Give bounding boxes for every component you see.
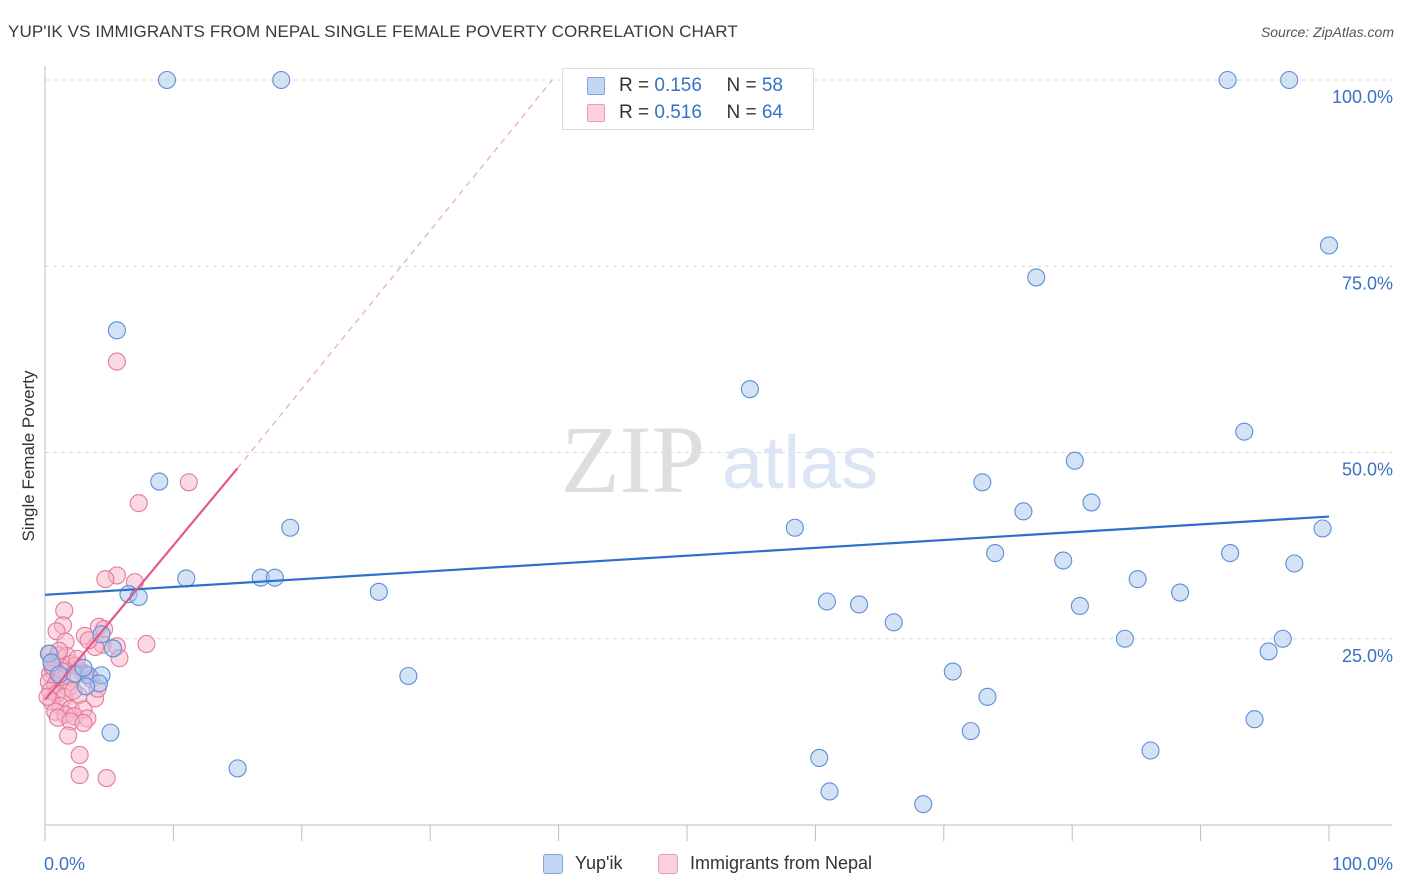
axis-layer: [44, 66, 1392, 841]
nepal-point: [74, 713, 93, 732]
yupik-point: [399, 666, 418, 686]
yupik-point: [1273, 629, 1292, 648]
yupik-point: [272, 70, 291, 90]
yupik-point: [1221, 544, 1240, 563]
legend-swatch-blue: [587, 77, 605, 95]
yupik-point: [785, 518, 804, 537]
nepal-point: [96, 570, 115, 589]
yupik-point: [978, 687, 997, 706]
correlation-legend: R = 0.156 N = 58 R = 0.516 N = 64: [562, 68, 814, 130]
legend-r-label: R =: [619, 102, 655, 123]
yupik-point: [1141, 741, 1160, 760]
yupik-point: [101, 723, 120, 742]
yupik-point: [810, 748, 829, 768]
yupik-point: [1082, 493, 1101, 512]
yupik-point: [1285, 554, 1304, 573]
yupik-point: [1070, 596, 1089, 616]
yupik-point: [107, 321, 126, 340]
y-tick-label: 50.0%: [1342, 460, 1393, 480]
nepal-point: [59, 726, 78, 745]
nepal-point: [129, 494, 148, 513]
yupik-point: [1313, 519, 1332, 538]
legend-n-label: N =: [726, 102, 762, 123]
nepal-trend-extension: [237, 79, 553, 469]
yupik-point: [157, 70, 177, 90]
yupik-point: [817, 592, 837, 611]
legend-n-value: 64: [761, 102, 783, 123]
yupik-point: [265, 568, 284, 587]
y-tick-label: 25.0%: [1342, 646, 1393, 666]
nepal-point: [179, 473, 198, 492]
yupik-point: [281, 518, 300, 537]
bottom-legend-swatch-blue: [543, 854, 563, 874]
yupik-point: [1171, 583, 1190, 602]
nepal-point: [97, 769, 116, 788]
legend-n-label: N =: [726, 75, 762, 96]
x-tick-label: 100.0%: [1332, 854, 1393, 874]
yupik-point: [1218, 70, 1237, 90]
watermark-atlas: atlas: [722, 421, 878, 504]
yupik-point: [1115, 629, 1134, 648]
chart-title: YUP'IK VS IMMIGRANTS FROM NEPAL SINGLE F…: [8, 22, 738, 41]
nepal-point: [70, 766, 89, 785]
y-tick-label: 100.0%: [1332, 87, 1393, 107]
yupik-point: [961, 722, 980, 741]
legend-swatch-pink: [587, 104, 605, 122]
yupik-point: [820, 782, 839, 801]
yupik-point: [943, 662, 962, 681]
trend-layer: [44, 79, 1330, 701]
yupik-point: [973, 473, 992, 492]
yupik-point: [1245, 710, 1264, 729]
nepal-point: [137, 634, 156, 654]
bottom-legend-label-nepal: Immigrants from Nepal: [690, 853, 873, 873]
yupik-point: [1065, 451, 1084, 470]
nepal-trend-line: [44, 467, 239, 701]
yupik-point: [104, 639, 123, 658]
yupik-trend-line: [44, 515, 1330, 596]
yupik-point: [1128, 570, 1147, 589]
bottom-legend-swatch-pink: [658, 854, 678, 874]
nepal-point: [70, 745, 89, 765]
yupik-point: [74, 658, 93, 677]
yupik-point: [1014, 502, 1033, 521]
yupik-point: [228, 759, 247, 778]
legend-r-value: 0.516: [654, 102, 702, 123]
yupik-point: [1259, 642, 1278, 661]
legend-n-value: 58: [761, 75, 783, 96]
yupik-point: [150, 472, 169, 491]
yupik-point: [1027, 268, 1046, 287]
legend-r-label: R =: [619, 75, 655, 96]
label-layer: 25.0% 50.0% 75.0% 100.0% 0.0% 100.0%: [44, 87, 1393, 874]
y-tick-label: 75.0%: [1342, 273, 1393, 293]
yupik-point: [1054, 551, 1073, 570]
yupik-point: [177, 569, 196, 588]
y-axis-label: Single Female Poverty: [19, 370, 38, 542]
watermark: ZIP atlas: [561, 406, 878, 513]
yupik-point: [1280, 70, 1299, 90]
grid-layer: [45, 79, 1392, 640]
yupik-point: [77, 677, 96, 696]
legend-r-value: 0.156: [654, 75, 702, 96]
source-credit: Source: ZipAtlas.com: [1260, 24, 1394, 40]
x-tick-label: 0.0%: [44, 854, 85, 874]
bottom-legend-label-yupik: Yup'ik: [575, 853, 623, 873]
yupik-point: [369, 582, 388, 601]
yupik-point: [850, 595, 869, 614]
yupik-point: [1235, 422, 1254, 441]
watermark-zip: ZIP: [561, 406, 705, 513]
yupik-point: [914, 795, 933, 814]
yupik-point: [129, 587, 148, 607]
yupik-point: [884, 613, 903, 632]
nepal-point: [107, 352, 126, 371]
yupik-point: [740, 380, 759, 399]
yupik-point: [986, 544, 1005, 563]
yupik-point: [1319, 236, 1339, 255]
